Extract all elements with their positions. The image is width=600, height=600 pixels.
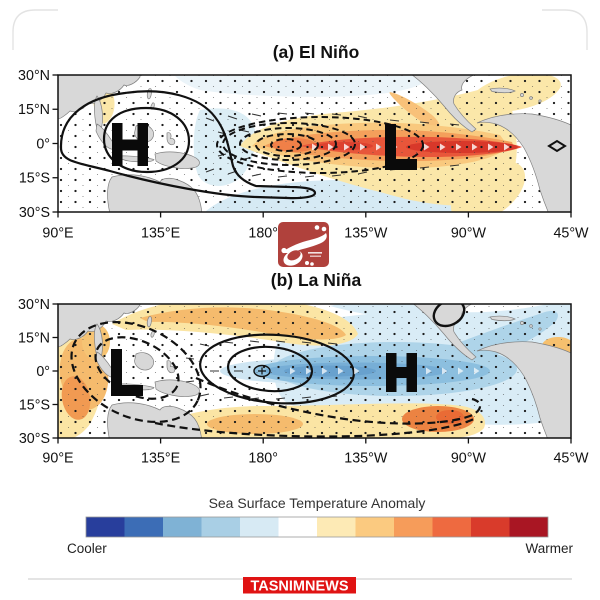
svg-text:15°S: 15°S <box>19 398 50 414</box>
svg-text:Sea Surface Temperature Anomal: Sea Surface Temperature Anomaly <box>209 495 426 511</box>
svg-text:30°N: 30°N <box>18 68 50 84</box>
svg-text:TASNIMNEWS: TASNIMNEWS <box>250 579 348 595</box>
svg-text:135°E: 135°E <box>141 226 180 242</box>
svg-text:(a) El Niño: (a) El Niño <box>273 42 360 62</box>
svg-text:15°S: 15°S <box>19 171 50 187</box>
svg-text:30°S: 30°S <box>19 431 50 447</box>
svg-text:0°: 0° <box>36 137 50 153</box>
svg-text:90°E: 90°E <box>42 226 73 242</box>
svg-text:135°W: 135°W <box>344 451 388 467</box>
svg-text:180°: 180° <box>248 451 278 467</box>
svg-text:Warmer: Warmer <box>526 541 574 556</box>
svg-text:135°E: 135°E <box>141 451 180 467</box>
svg-text:0°: 0° <box>36 364 50 380</box>
svg-text:30°S: 30°S <box>19 205 50 221</box>
svg-text:15°N: 15°N <box>18 102 50 118</box>
svg-text:Cooler: Cooler <box>67 541 107 556</box>
svg-text:(b) La Niña: (b) La Niña <box>271 270 362 290</box>
svg-text:45°W: 45°W <box>553 226 589 242</box>
svg-text:90°W: 90°W <box>451 451 487 467</box>
svg-text:90°E: 90°E <box>42 451 73 467</box>
svg-text:45°W: 45°W <box>553 451 589 467</box>
svg-text:30°N: 30°N <box>18 297 50 313</box>
svg-text:135°W: 135°W <box>344 226 388 242</box>
svg-text:90°W: 90°W <box>451 226 487 242</box>
svg-text:180°: 180° <box>248 226 278 242</box>
svg-text:15°N: 15°N <box>18 331 50 347</box>
